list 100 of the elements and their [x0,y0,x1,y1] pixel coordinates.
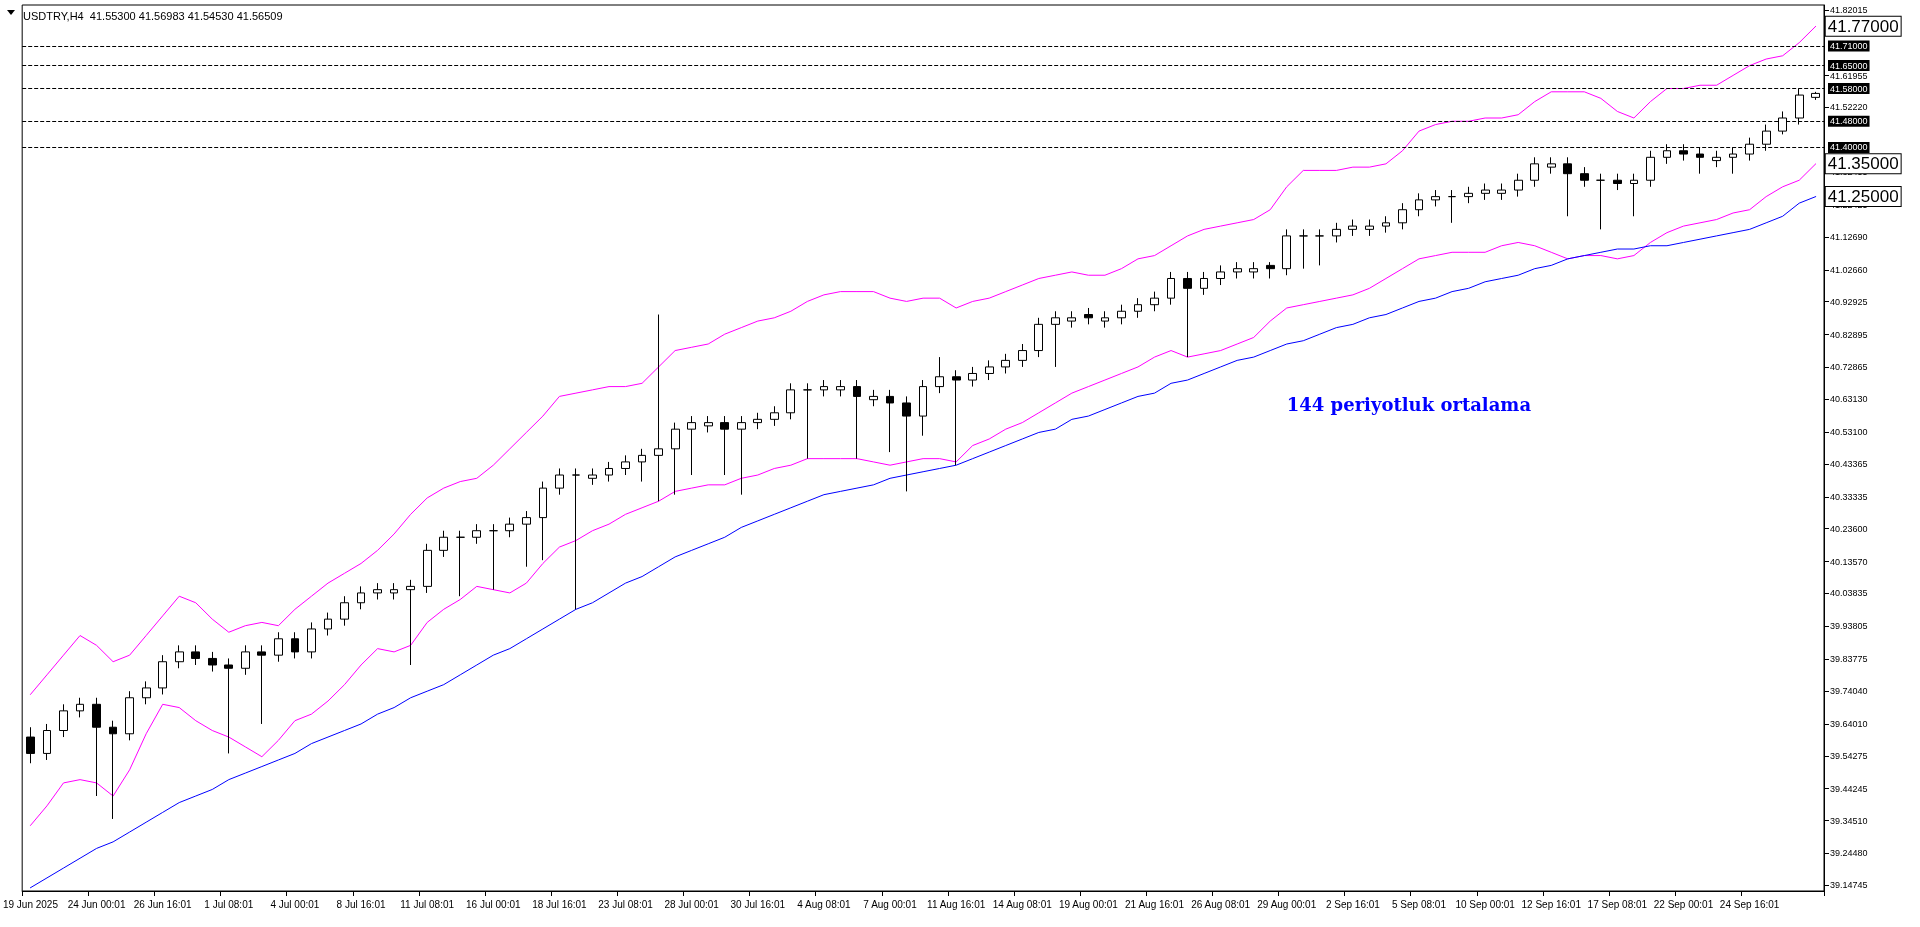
candlestick [638,448,646,483]
candlestick [1530,156,1539,188]
candlestick [1183,271,1192,358]
candlestick [1266,261,1275,279]
x-tick-label: 16 Jul 00:01 [466,898,521,910]
chart-title: USDTRY,H4 41.55300 41.56983 41.54530 41.56509 [23,9,283,22]
candlestick [1646,150,1655,188]
candlestick [1282,228,1291,276]
candlestick [1431,189,1440,207]
candlestick [26,726,35,764]
candlestick [1613,173,1622,191]
candlestick [1084,307,1093,325]
candlestick [1596,173,1605,230]
candlestick [1448,189,1456,224]
data-label: 41.25000 [1827,187,1899,207]
candlestick [1134,297,1142,319]
candlestick [952,369,961,466]
candlestick [489,523,498,591]
candlestick [1497,183,1506,201]
y-tick-label: 40.23600 [1830,523,1868,534]
candlestick [803,382,812,460]
candlestick [836,379,845,397]
data-label: 41.77000 [1827,16,1899,36]
candlestick [1580,166,1589,188]
x-tick-label: 18 Jul 16:01 [532,898,588,910]
x-tick-label: 1 Jul 08:01 [204,898,254,910]
candlestick [257,644,266,725]
ref-line-label: 41.48000 [1830,116,1868,127]
ref-line-label: 41.58000 [1830,83,1868,94]
x-tick-label: 4 Aug 08:01 [797,898,852,910]
ref-line-label: 41.71000 [1830,40,1868,51]
candlestick [902,395,911,492]
candlestick [1067,310,1076,329]
y-tick-label: 40.72865 [1830,362,1868,373]
candlestick [605,461,613,483]
candlestick [1018,343,1027,368]
candlestick [1216,264,1225,286]
x-tick-label: 2 Sep 16:01 [1325,898,1381,910]
x-tick-label: 26 Aug 08:01 [1191,898,1251,910]
y-tick-label: 39.64010 [1830,718,1868,729]
y-tick-label: 40.33335 [1830,491,1868,502]
candlestick [1382,215,1390,234]
candlestick [555,467,564,496]
candlestick [406,579,415,666]
y-tick-label: 40.82895 [1830,329,1868,340]
candlestick [1233,261,1242,279]
x-tick-label: 8 Jul 16:01 [336,898,386,910]
candlestick [522,510,531,568]
x-tick-label: 14 Aug 08:01 [992,898,1053,910]
x-tick-label: 28 Jul 00:01 [664,898,720,910]
candlestick [1712,150,1721,168]
candlestick [125,690,134,741]
y-tick-label: 39.34510 [1830,815,1868,826]
candlestick [92,697,101,797]
text: 144 periyotluk ortalama [1286,393,1532,415]
y-tick-label: 39.93805 [1830,621,1868,632]
candlestick [274,631,283,663]
y-tick-label: 41.61955 [1830,70,1868,81]
candlestick [340,595,349,627]
candlestick [1001,353,1010,374]
candlestick [1249,261,1258,279]
candlestick [886,389,894,453]
candlestick [588,467,597,486]
candlestick [1811,91,1820,101]
x-tick-label: 23 Jul 08:01 [598,898,654,910]
candlestick [737,415,746,496]
x-tick-label: 11 Aug 16:01 [927,898,986,910]
x-tick-label: 11 Jul 08:01 [400,898,455,910]
candlestick [505,517,514,538]
x-tick-label: 4 Jul 00:01 [270,898,320,910]
y-tick-label: 39.54275 [1830,750,1868,761]
candlestick [720,415,729,476]
candlestick [76,697,84,718]
candlestick [572,467,580,610]
candlestick [753,412,762,430]
x-tick-label: 12 Sep 16:01 [1521,898,1582,910]
candlestick [1167,271,1175,306]
x-tick-label: 7 Aug 00:01 [863,898,918,910]
ref-line-label: 41.40000 [1830,142,1868,153]
line-series [29,25,1817,695]
candlestick [472,523,481,545]
candlestick [654,314,663,502]
y-tick-label: 40.63130 [1830,394,1868,405]
x-tick-label: 5 Sep 08:01 [1392,898,1447,910]
candlestick [1332,222,1341,243]
candlestick [1630,173,1638,217]
y-tick-label: 40.92925 [1830,296,1868,307]
candlestick [1200,271,1208,296]
candlestick [224,657,233,754]
x-tick-label: 30 Jul 16:01 [730,898,786,910]
candlestick [390,582,398,600]
x-tick-label: 29 Aug 00:01 [1257,898,1317,910]
x-tick-label: 10 Sep 00:01 [1455,898,1516,910]
x-tick-label: 19 Aug 00:01 [1058,898,1119,910]
y-tick-label: 40.03835 [1830,588,1868,599]
data-label: 41.35000 [1827,154,1899,174]
candlestick [439,530,448,558]
candlestick [671,422,680,496]
y-tick-label: 41.02660 [1830,264,1868,275]
candlestick [142,680,151,705]
